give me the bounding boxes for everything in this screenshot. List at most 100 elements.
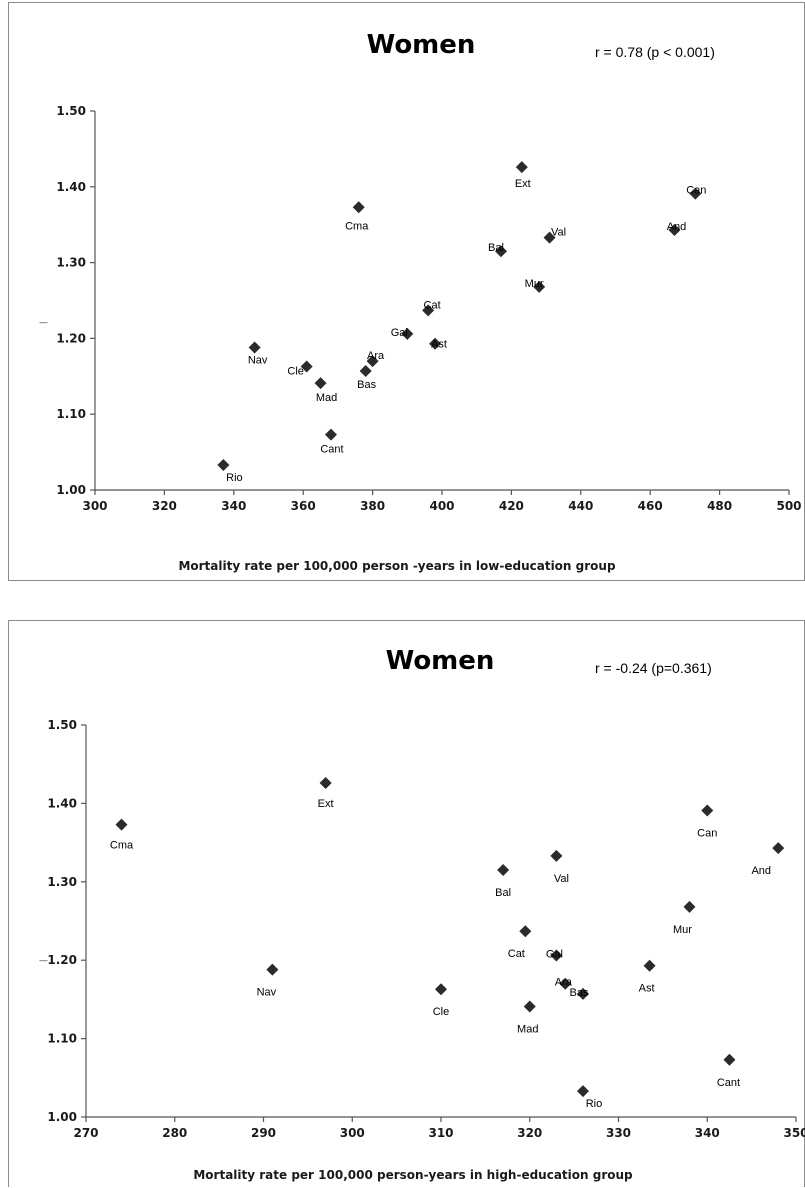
data-point-mad [523, 1000, 536, 1013]
point-label-gal: Gal [546, 948, 563, 960]
point-label-cant: Cant [717, 1077, 740, 1089]
point-label-mad: Mad [316, 392, 337, 404]
y-tick-label: 1.40 [47, 796, 77, 810]
x-axis-label: Mortality rate per 100,000 person-years … [193, 1168, 633, 1182]
point-label-ext: Ext [515, 178, 531, 190]
plot-area: 1.00 1.10 1.20 1.30 1.40 1.50 270 280 290 300 310 3… [47, 718, 805, 1140]
y-tick-label: 1.30 [47, 875, 77, 889]
point-label-rio: Rio [586, 1098, 603, 1110]
point-label-nav: Nav [248, 354, 268, 366]
data-point-bal [497, 864, 510, 877]
point-label-mur: Mur [525, 278, 544, 290]
y-tick-label: 1.40 [56, 180, 86, 194]
correlation-annotation: r = 0.78 (p < 0.001) [595, 44, 715, 60]
data-point-gal [401, 327, 414, 340]
point-label-ext: Ext [318, 798, 334, 810]
data-point-and [772, 842, 785, 855]
x-tick-label: 340 [695, 1126, 720, 1140]
point-label-mur: Mur [673, 924, 692, 936]
chart-panel-low-education: Women r = 0.78 (p < 0.001) — Mortality r… [8, 2, 805, 581]
x-tick-label: 360 [291, 499, 316, 513]
x-tick-label: 320 [152, 499, 177, 513]
point-label-mad: Mad [517, 1023, 538, 1035]
data-point-cat [519, 925, 532, 938]
data-point-rio [217, 458, 230, 471]
point-label-bas: Bas [570, 987, 589, 999]
x-tick-label: 460 [638, 499, 663, 513]
point-label-cat: Cat [424, 299, 441, 311]
point-label-nav: Nav [257, 987, 277, 999]
data-point-bas [577, 987, 589, 1000]
point-label-cant: Cant [320, 444, 343, 456]
point-label-cat: Cat [508, 948, 525, 960]
point-label-bal: Bal [495, 887, 511, 899]
data-point-ext [319, 777, 332, 790]
y-axis-label: — [39, 956, 48, 966]
point-label-ara: Ara [555, 977, 573, 989]
x-tick-label: 500 [776, 499, 801, 513]
x-tick-label: 440 [568, 499, 593, 513]
data-point-mur [683, 900, 696, 913]
data-point-bal [494, 245, 507, 258]
data-point-bas [359, 364, 372, 377]
data-point-cat [422, 304, 435, 317]
x-tick-label: 420 [499, 499, 524, 513]
chart-panel-high-education: Women r = -0.24 (p=0.361) — Mortality ra… [8, 620, 805, 1187]
point-label-bal: Bal [488, 242, 504, 254]
correlation-annotation: r = -0.24 (p=0.361) [595, 660, 712, 676]
data-point-ast [643, 959, 656, 972]
x-tick-label: 300 [82, 499, 107, 513]
data-point-mur [533, 280, 546, 293]
chart-title: Women [367, 30, 476, 60]
x-tick-label: 300 [340, 1126, 365, 1140]
x-tick-label: 340 [221, 499, 246, 513]
point-label-gal: Gal [391, 327, 408, 339]
data-point-cma [115, 818, 128, 831]
y-tick-label: 1.10 [56, 407, 86, 421]
x-tick-label: 400 [429, 499, 454, 513]
x-axis-label: Mortality rate per 100,000 person -years… [178, 559, 616, 573]
y-tick-label: 1.50 [47, 718, 77, 732]
x-tick-label: 290 [251, 1126, 276, 1140]
data-point-and [668, 224, 681, 237]
y-tick-label: 1.50 [56, 104, 86, 118]
chart-title: Women [386, 646, 495, 676]
data-point-can [689, 187, 702, 200]
data-point-val [543, 231, 556, 244]
data-point-can [701, 804, 714, 817]
x-tick-label: 480 [707, 499, 732, 513]
y-tick-label: 1.00 [47, 1110, 77, 1124]
x-tick-label: 310 [428, 1126, 453, 1140]
data-point-cma [352, 201, 365, 214]
point-label-bas: Bas [357, 379, 376, 391]
point-label-and: And [667, 221, 687, 233]
y-tick-label: 1.00 [56, 483, 86, 497]
point-label-ast: Ast [431, 339, 447, 351]
point-label-val: Val [554, 873, 569, 885]
point-label-can: Can [697, 827, 717, 839]
data-point-cant [723, 1053, 736, 1066]
x-tick-label: 270 [73, 1126, 98, 1140]
point-label-and: And [751, 865, 771, 877]
data-point-val [550, 849, 563, 862]
data-point-mad [314, 377, 327, 390]
point-label-can: Can [686, 185, 706, 197]
x-tick-label: 280 [162, 1126, 187, 1140]
y-tick-label: 1.10 [47, 1032, 77, 1046]
data-point-nav [248, 341, 261, 354]
data-point-ast [429, 337, 442, 350]
y-tick-label: 1.30 [56, 256, 86, 270]
x-tick-label: 320 [517, 1126, 542, 1140]
y-tick-label: 1.20 [47, 953, 77, 967]
plot-area: 1.00 1.10 1.20 1.30 1.40 1.50 300 320 340 360 380 4… [56, 104, 801, 513]
point-label-val: Val [551, 227, 566, 239]
point-label-cma: Cma [345, 220, 369, 232]
data-point-cle [435, 983, 447, 996]
scatter-chart-high-education: Women r = -0.24 (p=0.361) — Mortality ra… [39, 646, 805, 1182]
y-axis-label: — [39, 318, 48, 328]
data-point-cle [300, 360, 313, 373]
data-point-nav [266, 963, 279, 976]
x-tick-label: 380 [360, 499, 385, 513]
point-label-rio: Rio [226, 472, 243, 484]
data-point-ext [515, 161, 528, 174]
